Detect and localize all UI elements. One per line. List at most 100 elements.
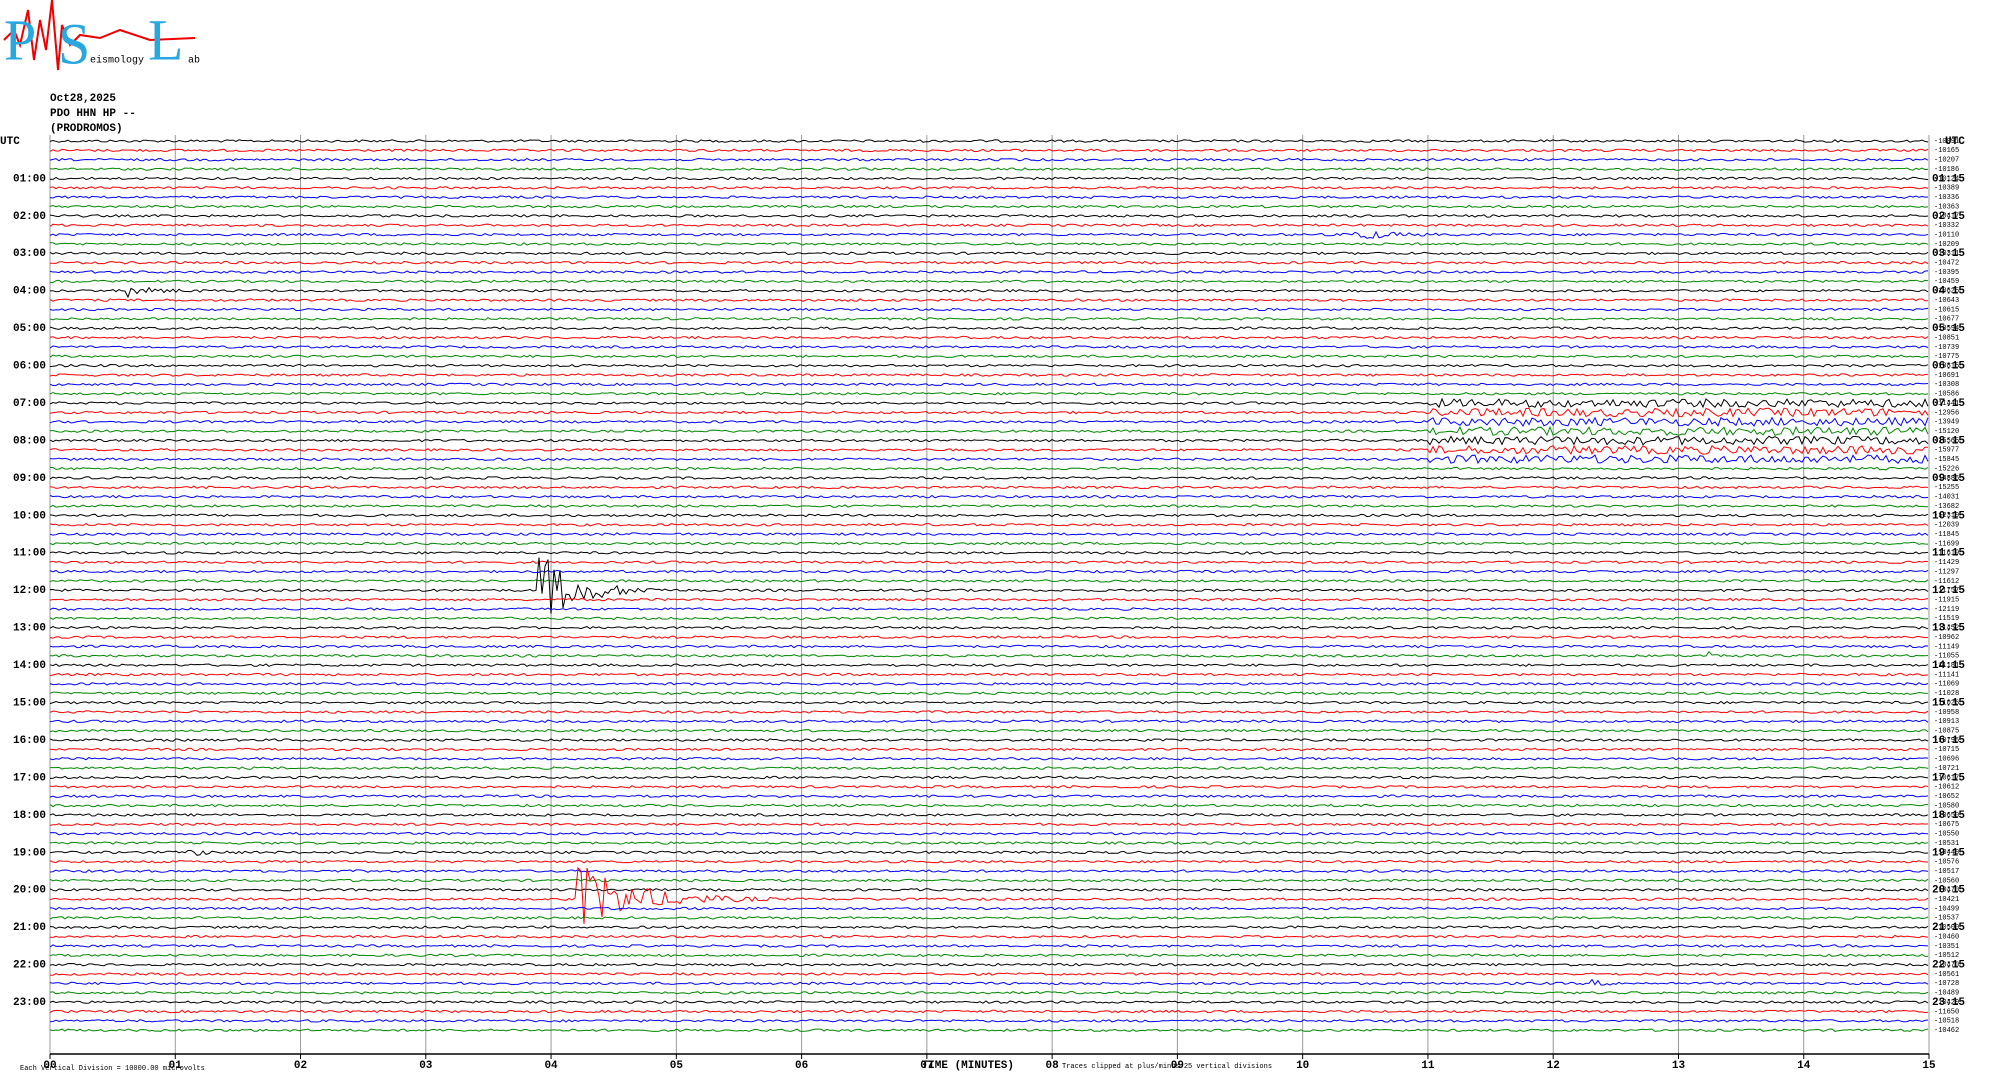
trace	[49, 204, 1929, 209]
hour-label: 02:00	[13, 211, 46, 223]
row-value: -10091	[1934, 138, 1959, 146]
row-value: -12319	[1934, 512, 1959, 520]
row-value: -12119	[1934, 606, 1959, 614]
row-value: -10209	[1934, 241, 1959, 249]
row-value: -13949	[1934, 419, 1959, 427]
hour-label: 15:15	[1932, 698, 1965, 710]
trace	[49, 251, 1929, 256]
hour-label: 10:15	[1932, 510, 1965, 522]
row-value: -13682	[1934, 503, 1959, 511]
minute-label: 02	[294, 1060, 307, 1072]
row-value: -10165	[1934, 147, 1959, 155]
minute-label: 14	[1797, 1060, 1811, 1072]
trace	[49, 176, 1929, 181]
row-value: -10913	[1934, 718, 1959, 726]
row-value: -10537	[1934, 915, 1959, 923]
hour-label: 08:00	[13, 435, 46, 447]
hour-label: 03:00	[13, 248, 46, 260]
trace	[49, 1000, 1929, 1004]
trace	[49, 354, 1929, 359]
row-value: -11149	[1934, 643, 1959, 651]
row-value: -10560	[1934, 877, 1959, 885]
trace	[49, 560, 1929, 564]
row-value: -10500	[1934, 924, 1959, 932]
trace	[49, 672, 1929, 677]
trace	[49, 407, 1929, 418]
row-value: -10677	[1934, 316, 1959, 324]
hour-label: 13:15	[1932, 623, 1965, 635]
hour-label: 10:00	[13, 510, 46, 522]
row-value: -11181	[1934, 662, 1959, 670]
trace	[49, 775, 1929, 780]
row-value: -10336	[1934, 194, 1959, 202]
hour-label: 12:00	[13, 585, 46, 597]
hour-label: 14:00	[13, 660, 46, 672]
hour-label: 14:15	[1932, 660, 1965, 672]
trace	[49, 916, 1929, 920]
row-value: -10449	[1934, 849, 1959, 857]
row-value: -11069	[1934, 681, 1959, 689]
trace	[49, 532, 1929, 536]
trace	[49, 616, 1929, 621]
minute-label: 12	[1547, 1060, 1560, 1072]
hour-label: 23:15	[1932, 997, 1965, 1009]
hour-label: 15:00	[13, 698, 46, 710]
trace	[49, 391, 1929, 396]
row-value: -10775	[1934, 353, 1959, 361]
trace	[49, 139, 1929, 143]
row-value: -10715	[1934, 746, 1959, 754]
row-value: -10652	[1934, 793, 1959, 801]
row-value: -10675	[1934, 821, 1959, 829]
trace	[49, 991, 1929, 995]
hour-label: 09:15	[1932, 473, 1965, 485]
hour-label: 17:00	[13, 772, 46, 784]
row-value: -11055	[1934, 653, 1959, 661]
trace	[49, 186, 1929, 190]
trace	[49, 425, 1929, 437]
row-value: -10517	[1934, 868, 1959, 876]
row-value: -11441	[1934, 400, 1959, 408]
trace	[49, 1028, 1929, 1032]
row-value: -15845	[1934, 456, 1959, 464]
row-value: -10308	[1934, 381, 1959, 389]
location: (PRODROMOS)	[50, 123, 123, 135]
row-value: -11699	[1934, 540, 1959, 548]
trace	[50, 242, 1929, 246]
row-value: -10650	[1934, 812, 1959, 820]
row-value: -10958	[1934, 709, 1959, 717]
trace	[49, 485, 1929, 490]
minute-label: 11	[1421, 1060, 1435, 1072]
minute-label: 09	[1171, 1060, 1184, 1072]
trace	[49, 270, 1929, 274]
minute-label: 07	[920, 1060, 933, 1072]
hour-label: 18:15	[1932, 810, 1965, 822]
trace	[49, 335, 1929, 340]
minute-label: 04	[544, 1060, 558, 1072]
row-value: -10721	[1934, 765, 1959, 773]
row-value: -10421	[1934, 896, 1959, 904]
trace	[49, 513, 1929, 518]
trace	[49, 747, 1929, 752]
trace	[49, 794, 1929, 799]
trace	[49, 476, 1929, 480]
row-value: -10470	[1934, 962, 1959, 970]
row-value: -11757	[1934, 587, 1959, 595]
trace	[49, 373, 1929, 377]
hour-label: 06:15	[1932, 361, 1965, 373]
row-value: -10186	[1934, 166, 1959, 174]
hour-label: 20:00	[13, 885, 46, 897]
row-value: -10615	[1934, 306, 1959, 314]
row-value: -10617	[1934, 774, 1959, 782]
trace	[49, 541, 1929, 546]
trace	[49, 454, 1929, 465]
trace	[50, 466, 1929, 471]
minute-label: 01	[169, 1060, 183, 1072]
trace	[49, 813, 1929, 817]
trace	[49, 850, 1929, 856]
scale-note: Each Vertical Division = 10000.00 microv…	[20, 1065, 205, 1073]
trace	[49, 700, 1929, 705]
right-title: UTC	[1945, 136, 1965, 148]
trace	[50, 260, 1929, 265]
trace	[49, 195, 1929, 199]
hour-label: 02:15	[1932, 211, 1965, 223]
